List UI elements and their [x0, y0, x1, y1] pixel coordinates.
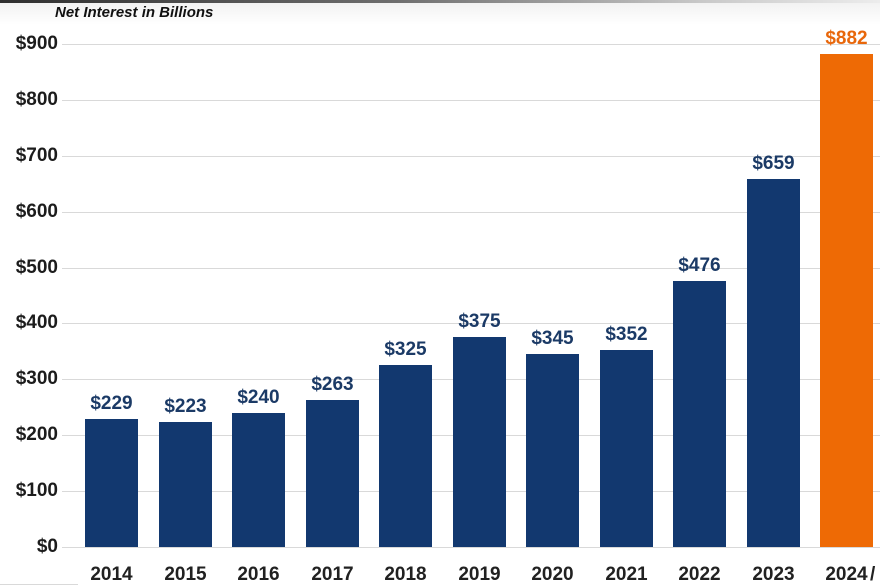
- y-axis-tick: [62, 491, 72, 492]
- gridline: [72, 323, 880, 324]
- bar: [306, 400, 359, 547]
- bottom-edge-line: [0, 584, 78, 585]
- y-axis-tick: [62, 435, 72, 436]
- gridline: [72, 268, 880, 269]
- chart-title: Net Interest in Billions: [55, 4, 214, 21]
- bar: [600, 350, 653, 547]
- bar: [232, 413, 285, 547]
- bar-value-label: $345: [531, 328, 574, 349]
- y-axis-label: $100: [15, 480, 58, 501]
- bar: [85, 419, 138, 547]
- y-axis-tick: [62, 212, 72, 213]
- y-axis-label: $400: [15, 312, 58, 333]
- y-axis-tick: [62, 268, 72, 269]
- x-axis-label: 2022: [678, 564, 721, 585]
- bar: [159, 422, 212, 547]
- bar-value-label: $223: [164, 396, 207, 417]
- bar-value-label: $240: [237, 387, 280, 408]
- gridline: [72, 156, 880, 157]
- footnote-mark: /: [870, 564, 876, 585]
- bar-value-label: $882: [825, 28, 868, 49]
- x-axis-label: 2021: [605, 564, 648, 585]
- y-axis-tick: [62, 44, 72, 45]
- top-gradient-band: [0, 3, 880, 25]
- bar-value-label: $352: [605, 324, 648, 345]
- y-axis-tick: [62, 156, 72, 157]
- gridline: [72, 100, 880, 101]
- x-axis-label: 2014: [90, 564, 133, 585]
- y-axis-label: $900: [15, 33, 58, 54]
- y-axis-tick: [62, 547, 72, 548]
- y-axis-tick: [62, 100, 72, 101]
- gridline: [72, 44, 880, 45]
- bar-value-label: $476: [678, 255, 721, 276]
- x-axis-label: 2015: [164, 564, 207, 585]
- x-axis-label: 2018: [384, 564, 427, 585]
- bar: [673, 281, 726, 547]
- y-axis-label: $0: [36, 536, 58, 557]
- x-axis-label: 2019: [458, 564, 501, 585]
- x-axis-label: 2016: [237, 564, 280, 585]
- y-axis-label: $200: [15, 424, 58, 445]
- bar: [747, 179, 800, 547]
- x-axis-label: 2020: [531, 564, 574, 585]
- bar-value-label: $263: [311, 374, 354, 395]
- bar-value-label: $375: [458, 311, 501, 332]
- bar: [453, 337, 506, 547]
- bar-value-label: $659: [752, 153, 795, 174]
- y-axis-label: $500: [15, 257, 58, 278]
- x-axis-label: 2023: [752, 564, 795, 585]
- gridline: [72, 212, 880, 213]
- y-axis-label: $600: [15, 201, 58, 222]
- plot-area: $229 $223 $240 $263 $325 $375 $345 $352 $476 $659…: [62, 29, 880, 548]
- bar-highlighted: [820, 54, 873, 547]
- y-axis-label: $300: [15, 368, 58, 389]
- bar-value-label: $229: [90, 393, 133, 414]
- x-axis-label: 2017: [311, 564, 354, 585]
- y-axis-label: $800: [15, 89, 58, 110]
- y-axis-tick: [62, 323, 72, 324]
- top-border-line: [0, 0, 880, 3]
- bar: [379, 365, 432, 547]
- y-axis-tick: [62, 379, 72, 380]
- bar: [526, 354, 579, 547]
- gridline: [72, 547, 880, 548]
- y-axis-label: $700: [15, 145, 58, 166]
- bar-value-label: $325: [384, 339, 427, 360]
- x-axis-label: 2024: [825, 564, 868, 585]
